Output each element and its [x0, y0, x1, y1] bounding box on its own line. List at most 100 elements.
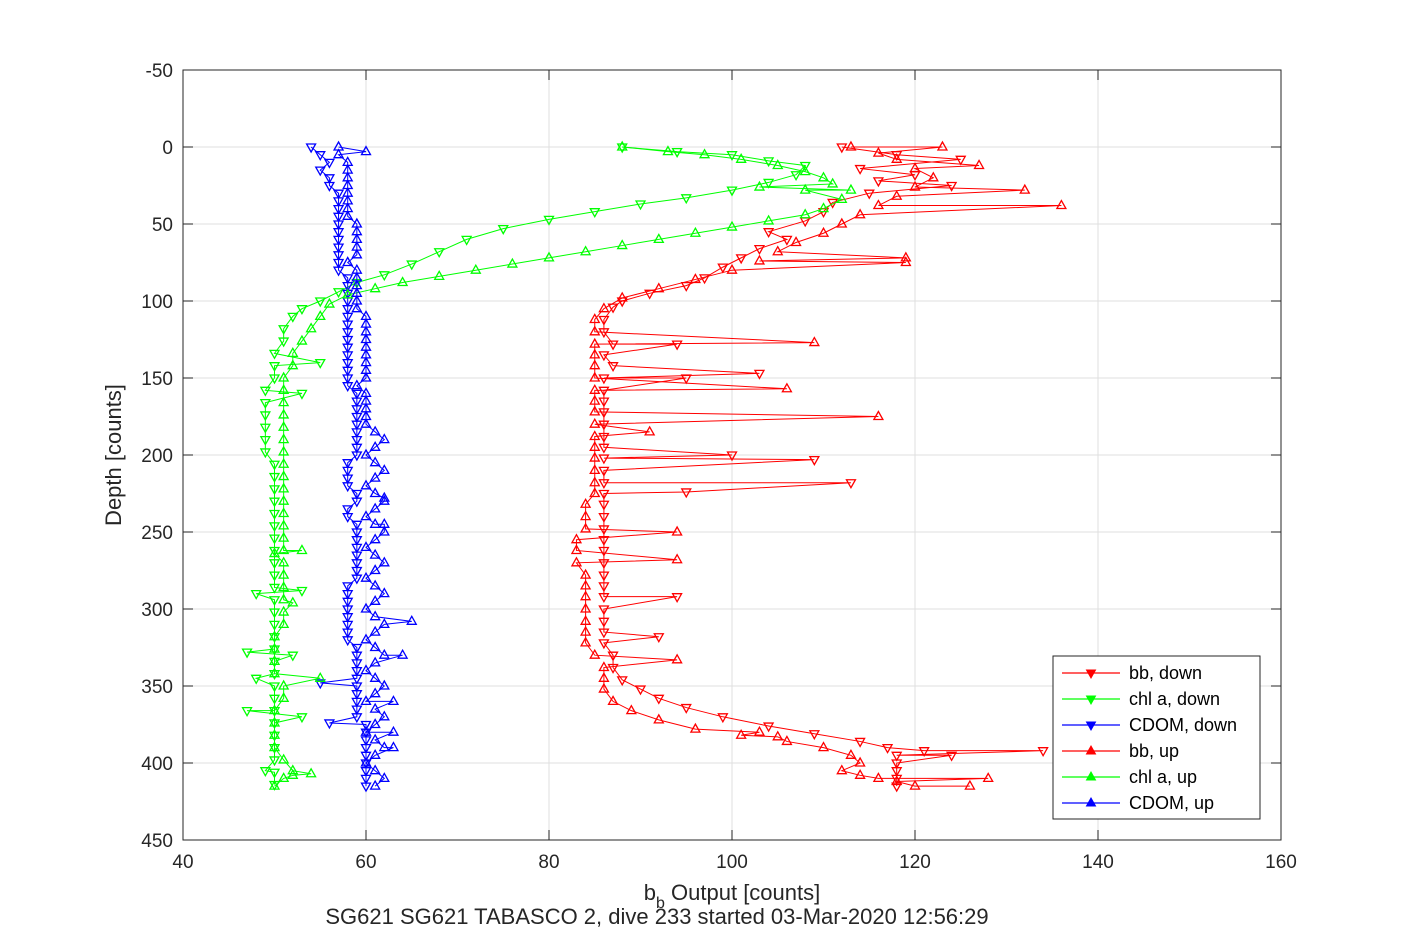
data-point — [579, 497, 592, 508]
data-point — [579, 602, 592, 613]
data-point — [360, 759, 372, 770]
data-point — [680, 703, 692, 714]
legend-label: chl a, down — [1129, 689, 1220, 709]
data-point — [278, 420, 290, 431]
data-point — [589, 359, 601, 370]
data-point — [268, 559, 281, 570]
x-axis-label-subscript: b — [656, 895, 665, 912]
data-point — [369, 502, 381, 513]
data-point — [854, 164, 866, 175]
data-point — [360, 402, 372, 413]
data-point — [342, 366, 354, 377]
data-point — [698, 148, 711, 159]
data-point — [360, 774, 372, 785]
data-point — [369, 487, 381, 498]
data-point — [598, 302, 610, 313]
data-point — [982, 772, 994, 783]
data-point — [268, 633, 281, 644]
data-point — [268, 349, 281, 360]
data-point — [259, 411, 271, 422]
x-tick-label: 120 — [899, 852, 931, 873]
data-point — [351, 536, 363, 547]
data-point — [726, 186, 738, 197]
data-point — [323, 181, 336, 192]
data-point — [735, 728, 747, 739]
data-point — [314, 297, 326, 308]
y-tick-label: 250 — [141, 523, 173, 544]
series-line — [602, 146, 1044, 787]
data-point — [653, 633, 665, 644]
data-point — [396, 648, 409, 659]
data-point — [598, 605, 610, 616]
data-point — [360, 633, 372, 644]
data-point — [369, 702, 381, 713]
data-point — [872, 410, 885, 421]
data-point — [369, 779, 381, 790]
data-point — [360, 394, 372, 405]
data-point — [598, 408, 610, 419]
data-point — [259, 435, 271, 446]
data-point — [278, 568, 290, 579]
data-point — [268, 655, 281, 666]
data-point — [891, 189, 903, 200]
data-point — [369, 671, 381, 682]
data-point — [781, 235, 793, 246]
data-point — [589, 440, 601, 451]
data-point — [470, 263, 482, 274]
data-point — [369, 517, 381, 528]
data-point — [296, 586, 308, 597]
data-point — [351, 697, 363, 708]
data-point — [863, 189, 875, 200]
data-point — [845, 140, 857, 151]
data-point — [342, 582, 354, 593]
data-point — [342, 636, 354, 647]
data-point — [351, 489, 363, 500]
data-point — [378, 772, 390, 783]
data-point — [278, 433, 290, 444]
data-point — [387, 741, 400, 752]
data-point — [351, 263, 363, 274]
data-point — [351, 682, 363, 693]
data-point — [342, 202, 354, 213]
data-point — [360, 317, 372, 328]
data-point — [598, 432, 610, 443]
data-point — [762, 214, 775, 225]
y-tick-label: 200 — [141, 446, 173, 467]
data-point — [854, 737, 866, 748]
data-point — [589, 394, 601, 405]
data-point — [342, 512, 354, 523]
data-point — [644, 425, 656, 436]
data-point — [268, 716, 281, 727]
data-point — [342, 620, 354, 631]
data-point — [342, 256, 354, 267]
data-point — [342, 209, 354, 220]
data-point — [598, 489, 610, 500]
data-point — [378, 648, 390, 659]
y-tick-label: 150 — [141, 369, 173, 390]
data-point — [268, 694, 281, 705]
data-point — [653, 233, 665, 244]
data-point — [268, 728, 281, 739]
data-point — [589, 648, 601, 659]
data-point — [305, 322, 317, 333]
data-point — [314, 310, 326, 321]
data-point — [598, 351, 610, 362]
data-point — [671, 553, 683, 564]
x-axis-label-rest: Output [counts] — [665, 880, 820, 905]
data-point — [351, 248, 363, 259]
data-point — [570, 533, 583, 544]
data-point — [799, 183, 811, 194]
data-point — [579, 510, 592, 521]
data-point — [598, 315, 610, 326]
data-point — [342, 459, 354, 470]
series-5 — [332, 140, 418, 790]
data-point — [305, 143, 317, 154]
data-point — [268, 756, 281, 767]
data-point — [607, 340, 619, 351]
data-point — [342, 505, 354, 516]
legend-swatch-marker — [1085, 721, 1097, 732]
data-point — [351, 690, 363, 701]
data-point — [360, 602, 372, 613]
data-point — [342, 171, 354, 182]
data-point — [872, 772, 885, 783]
